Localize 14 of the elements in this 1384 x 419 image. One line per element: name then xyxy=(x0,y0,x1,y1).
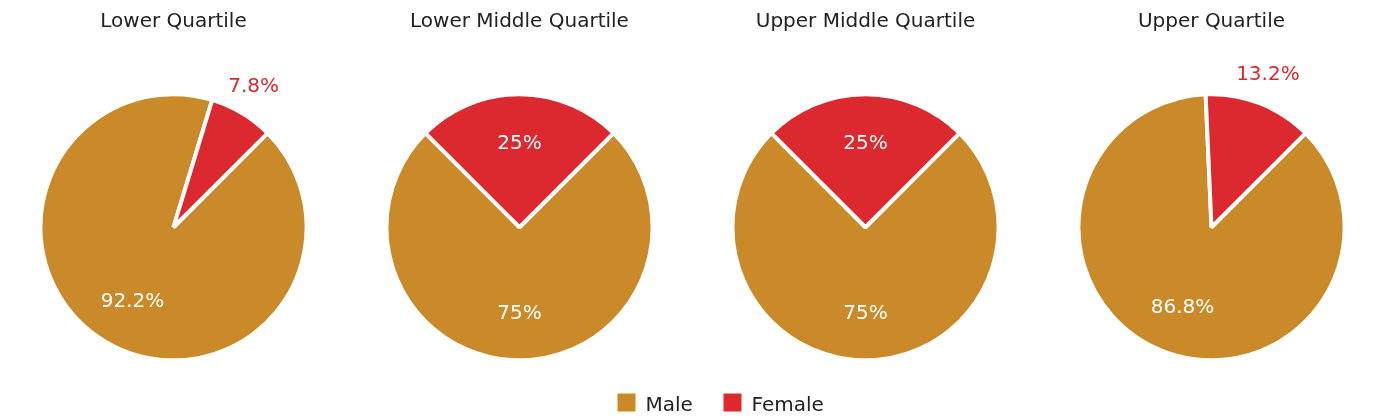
data-label: 25% xyxy=(843,130,888,155)
data-label: 92.2% xyxy=(100,287,165,312)
data-label: 7.8% xyxy=(228,73,280,98)
chart-title: Lower Quartile xyxy=(100,7,247,32)
data-label: 25% xyxy=(497,130,542,155)
data-label: 75% xyxy=(843,300,888,325)
data-label: 13.2% xyxy=(1236,61,1300,86)
chart-title: Upper Middle Quartile xyxy=(755,7,976,32)
legend-label: Female xyxy=(751,391,824,416)
chart-title: Lower Middle Quartile xyxy=(410,7,629,32)
chart-title: Upper Quartile xyxy=(1137,7,1286,32)
data-label: 75% xyxy=(497,300,542,325)
legend-label: Male xyxy=(645,391,693,416)
data-label: 86.8% xyxy=(1150,294,1215,319)
